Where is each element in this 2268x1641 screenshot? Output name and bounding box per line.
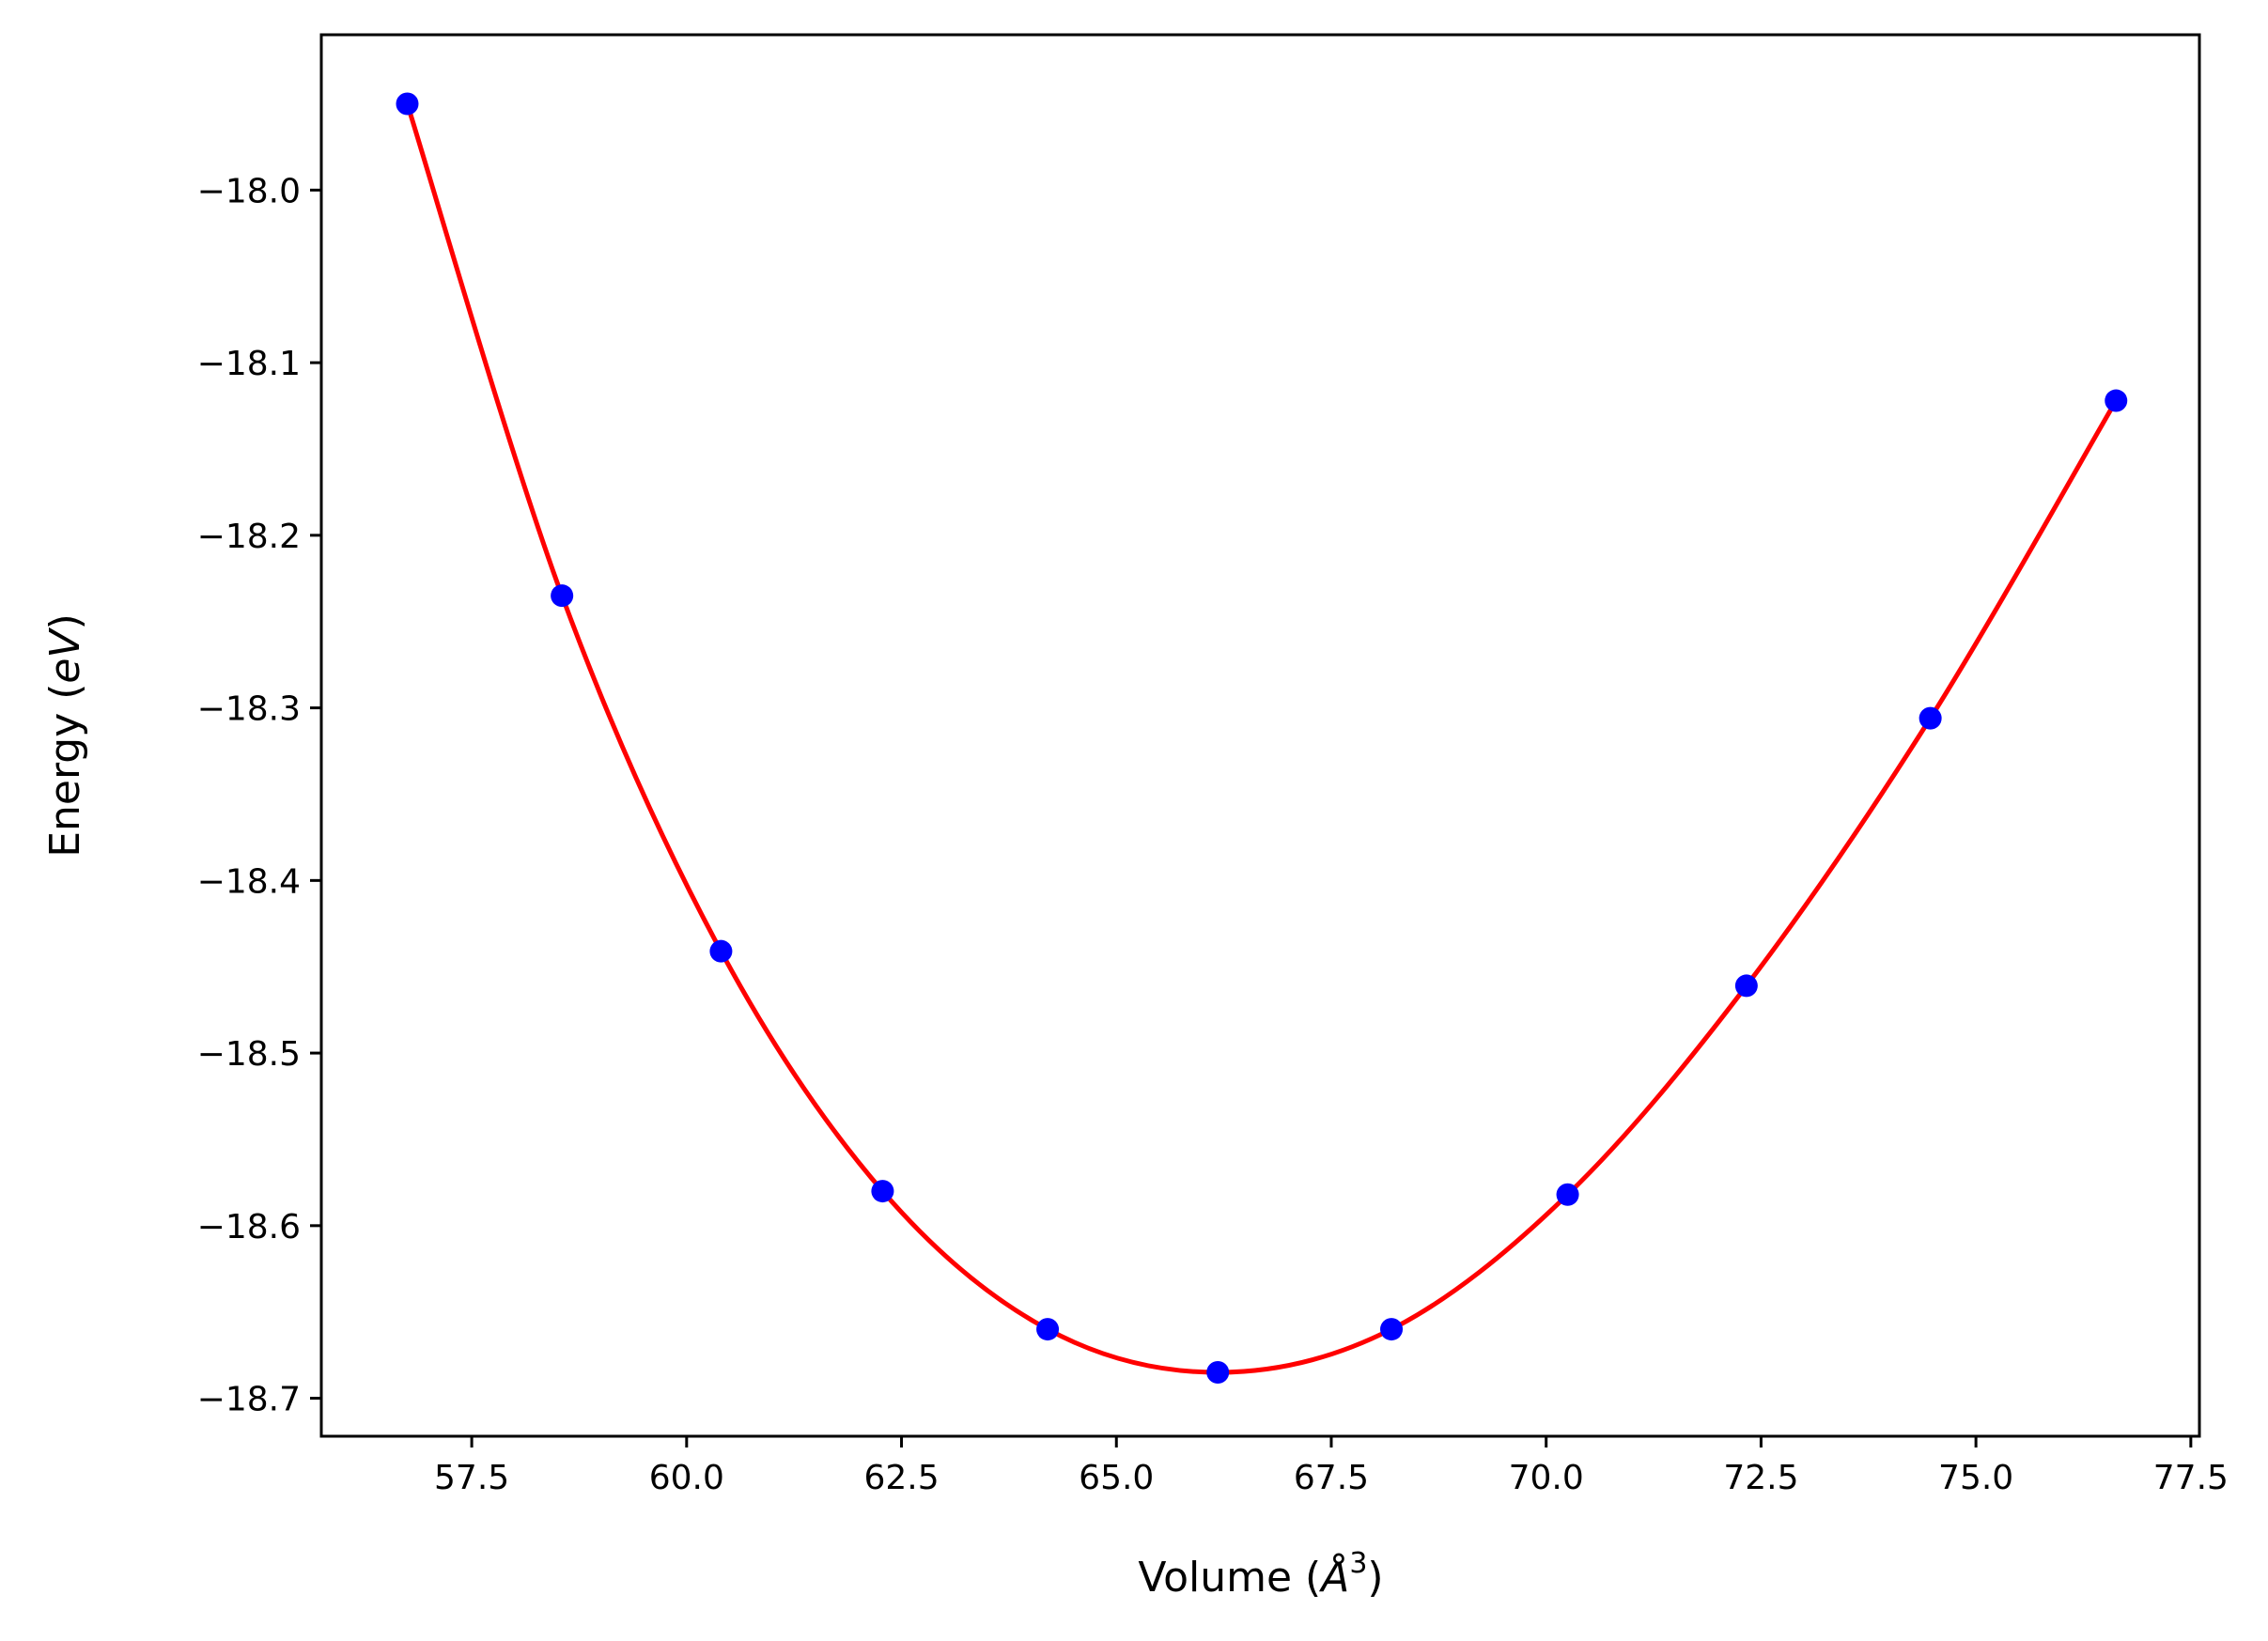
x-tick-label: 57.5 <box>434 1459 509 1497</box>
fit-curve <box>404 101 2119 1375</box>
y-tick-label: −18.1 <box>197 345 301 383</box>
x-tick-label: 67.5 <box>1294 1459 1369 1497</box>
data-point <box>1556 1183 1579 1206</box>
x-axis-label-symbol: Å <box>1318 1552 1349 1602</box>
y-tick-label: −18.2 <box>197 518 301 556</box>
y-axis-label-unit: eV <box>41 627 89 684</box>
y-tick-label: −18.4 <box>197 862 301 901</box>
y-tick-label: −18.5 <box>197 1035 301 1074</box>
x-axis-ticks: 57.5 60.0 62.5 65.0 67.5 70.0 72.5 75.0 77.5 <box>434 1436 2229 1497</box>
y-axis-label: Energy (eV) <box>41 613 89 858</box>
data-point <box>2105 389 2128 412</box>
data-point <box>1036 1318 1060 1341</box>
x-tick-label: 70.0 <box>1509 1459 1584 1497</box>
data-point <box>1918 706 1942 730</box>
x-axis-label-superscript: 3 <box>1349 1547 1367 1580</box>
y-tick-label: −18.7 <box>197 1381 301 1419</box>
y-tick-label: −18.0 <box>197 172 301 210</box>
data-point <box>1380 1318 1404 1341</box>
x-axis-label-close: ) <box>1367 1554 1383 1602</box>
x-tick-label: 62.5 <box>863 1459 939 1497</box>
data-point <box>1734 974 1758 998</box>
x-axis-label: Volume (Å3) <box>1138 1547 1383 1602</box>
y-axis-label-text: Energy ( <box>41 684 89 858</box>
data-point <box>396 92 419 116</box>
data-point <box>709 939 733 963</box>
y-tick-label: −18.3 <box>197 690 301 729</box>
plot-frame <box>319 33 2201 1438</box>
x-tick-label: 77.5 <box>2153 1459 2229 1497</box>
x-tick-label: 75.0 <box>1938 1459 2013 1497</box>
y-axis-label-close: ) <box>41 613 89 629</box>
x-axis-label-text: Volume ( <box>1138 1554 1321 1602</box>
data-point <box>871 1180 894 1203</box>
x-tick-label: 72.5 <box>1723 1459 1798 1497</box>
x-tick-label: 65.0 <box>1079 1459 1154 1497</box>
y-tick-label: −18.6 <box>197 1208 301 1246</box>
data-point <box>1206 1361 1230 1385</box>
data-point <box>551 584 574 608</box>
x-tick-label: 60.0 <box>649 1459 724 1497</box>
y-axis-ticks: −18.0 −18.1 −18.2 −18.3 −18.4 −18.5 −18.6 −18.7 <box>197 172 321 1419</box>
data-points <box>396 92 2128 1385</box>
